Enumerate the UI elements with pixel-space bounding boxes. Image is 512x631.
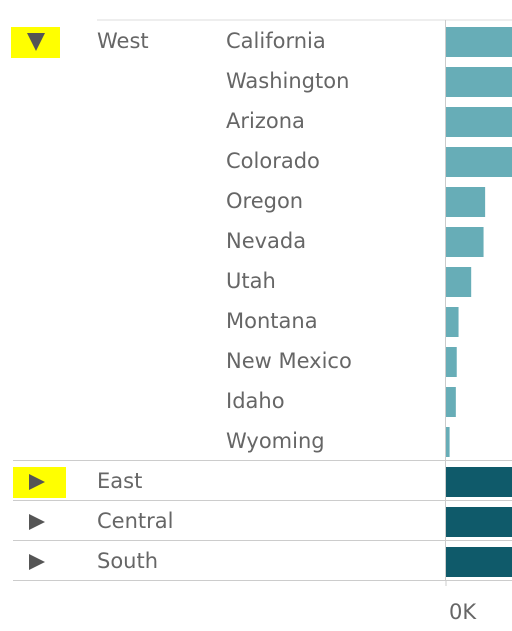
category-label: Montana <box>226 309 318 333</box>
bar <box>446 27 512 57</box>
bar <box>446 67 512 97</box>
bar <box>446 467 512 497</box>
x-tick-label: 0K <box>449 600 477 624</box>
region-label: Central <box>97 509 173 533</box>
category-label: Nevada <box>226 229 306 253</box>
region-label: South <box>97 549 158 573</box>
category-label: Washington <box>226 69 349 93</box>
category-label: Idaho <box>226 389 285 413</box>
collapse-arrow[interactable] <box>27 33 45 51</box>
bar <box>446 547 512 577</box>
category-label: Wyoming <box>226 429 325 453</box>
region-label: West <box>97 29 149 53</box>
bar <box>446 507 512 537</box>
region-label: East <box>97 469 142 493</box>
expand-arrow[interactable] <box>29 514 45 530</box>
category-label: Oregon <box>226 189 303 213</box>
category-label: Colorado <box>226 149 320 173</box>
bar <box>446 267 472 297</box>
expand-arrow[interactable] <box>29 554 45 570</box>
bar <box>446 347 457 377</box>
bar <box>446 427 450 457</box>
expand-arrow[interactable] <box>29 474 45 490</box>
bar <box>446 307 459 337</box>
bar <box>446 147 512 177</box>
bar <box>446 107 512 137</box>
bar <box>446 387 456 417</box>
category-label: Utah <box>226 269 276 293</box>
category-label: New Mexico <box>226 349 352 373</box>
bar <box>446 227 484 257</box>
category-label: California <box>226 29 326 53</box>
bar <box>446 187 486 217</box>
category-label: Arizona <box>226 109 305 133</box>
